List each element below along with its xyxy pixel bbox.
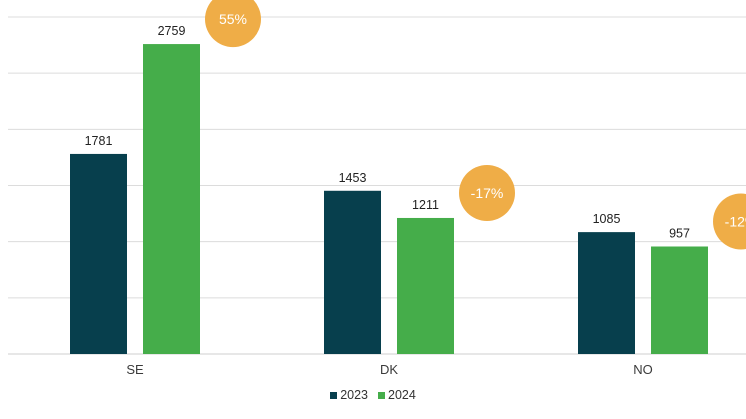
data-label-no-2024: 957: [669, 226, 690, 240]
bar-no-2024: [651, 246, 708, 354]
data-labels: 1781 2759 1453 1211 1085 957: [85, 24, 690, 240]
legend-swatch-2024: [378, 391, 385, 399]
x-tick-label-se: SE: [126, 362, 144, 377]
bar-se-2023: [70, 153, 127, 354]
legend: 2023 2024: [0, 388, 746, 402]
x-tick-label-no: NO: [633, 362, 653, 377]
bar-dk-2024: [397, 217, 454, 354]
data-label-dk-2023: 1453: [339, 171, 367, 185]
data-label-dk-2024: 1211: [412, 198, 439, 212]
change-badge-se: [205, 0, 261, 48]
change-badge-label-se: 55%: [219, 11, 247, 27]
data-label-no-2023: 1085: [593, 212, 621, 226]
legend-label-2023: 2023: [340, 388, 368, 402]
legend-swatch-2023: [330, 391, 338, 399]
bar-dk-2023: [324, 190, 381, 354]
legend-item-2024: 2024: [378, 388, 416, 402]
change-badges: 55% -17% -12%: [205, 0, 746, 250]
x-axis-ticks: SE DK NO: [126, 362, 652, 377]
change-badge-label-dk: -17%: [471, 185, 504, 201]
legend-item-2023: 2023: [330, 388, 368, 402]
data-label-se-2023: 1781: [85, 134, 113, 148]
bar-se-2024: [143, 44, 200, 355]
bar-no-2023: [578, 232, 635, 354]
change-badge-no: [713, 193, 746, 250]
change-badge-dk: [459, 164, 515, 221]
bars: [70, 44, 708, 355]
x-tick-label-dk: DK: [380, 362, 398, 377]
data-label-se-2024: 2759: [158, 24, 186, 38]
legend-label-2024: 2024: [388, 388, 416, 402]
change-badge-label-no: -12%: [725, 213, 746, 229]
